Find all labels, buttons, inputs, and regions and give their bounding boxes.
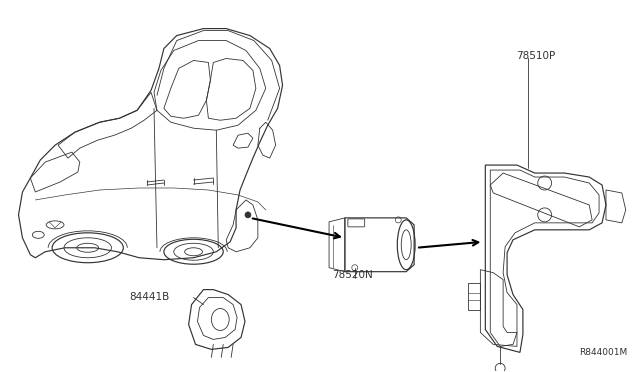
Text: 78520N: 78520N <box>332 270 372 280</box>
Text: 84441B: 84441B <box>129 292 170 302</box>
Text: 78510P: 78510P <box>516 51 556 61</box>
Circle shape <box>245 212 251 218</box>
Text: R844001M: R844001M <box>579 348 628 357</box>
